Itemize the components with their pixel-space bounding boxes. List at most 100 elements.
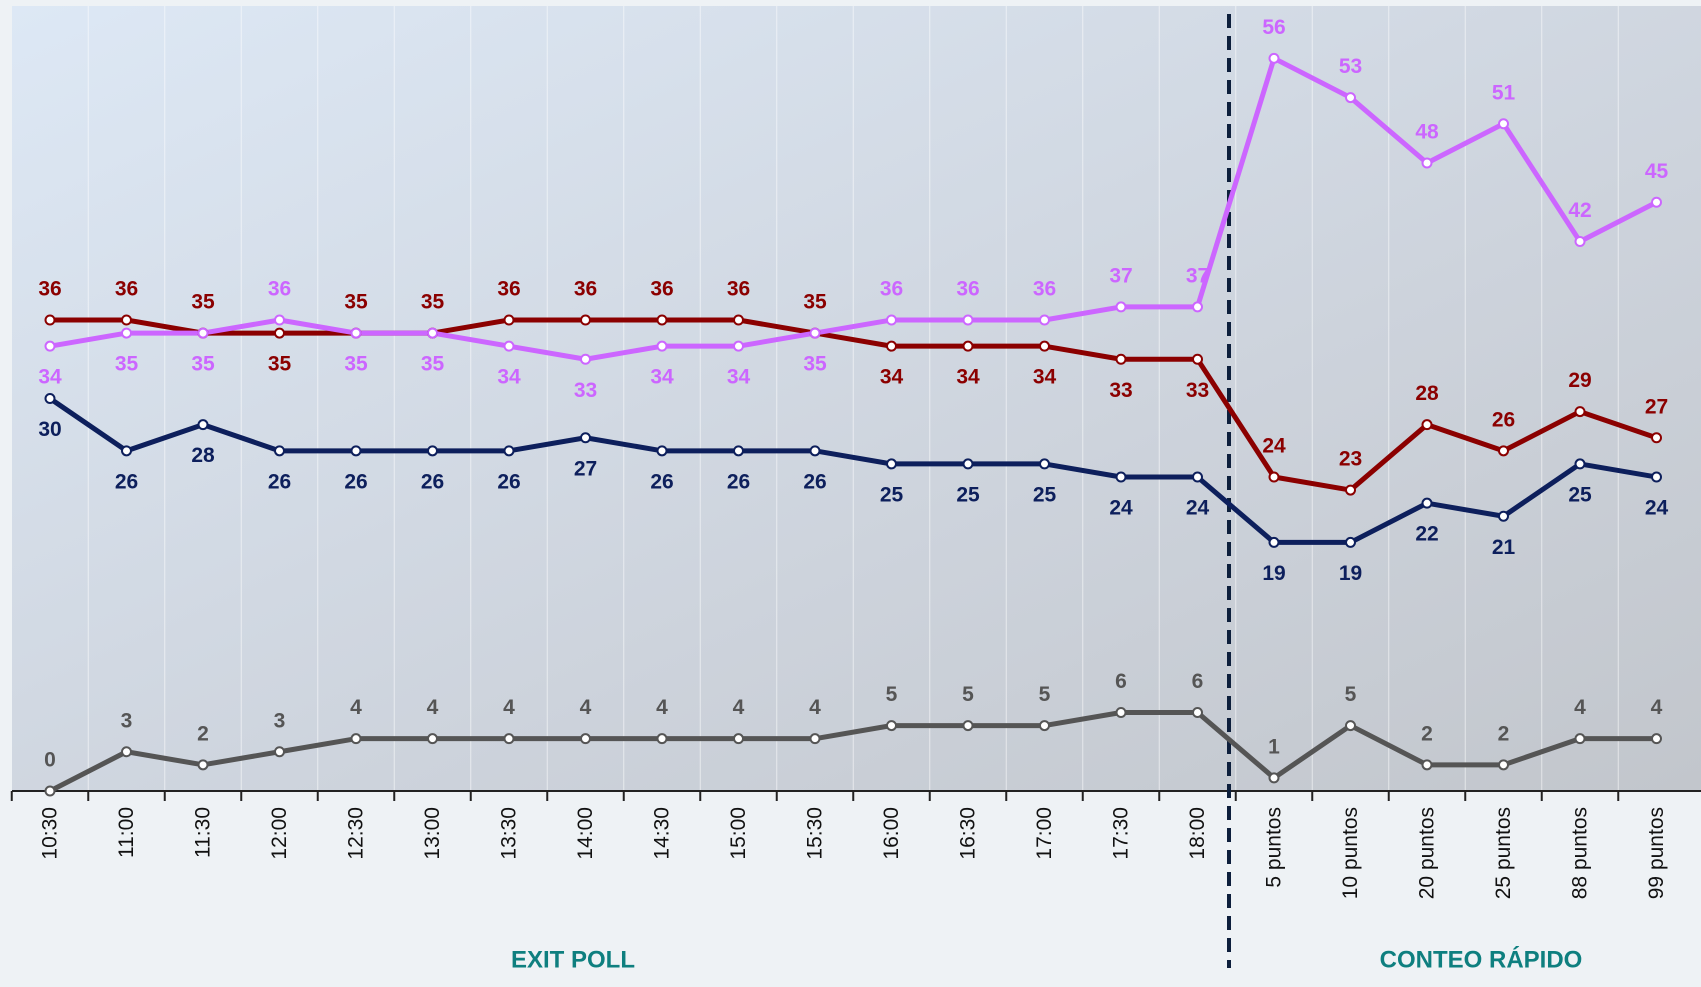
data-point (1345, 484, 1356, 496)
data-point (733, 314, 744, 326)
data-label: 24 (1645, 497, 1669, 520)
data-label: 36 (1033, 278, 1056, 301)
data-label: 36 (115, 278, 138, 301)
data-label: 34 (956, 366, 980, 389)
data-point (1115, 353, 1127, 365)
data-point (1268, 772, 1280, 784)
data-point (733, 445, 744, 457)
data-point (1498, 445, 1509, 457)
data-label: 3 (121, 709, 133, 732)
data-point (1192, 471, 1203, 483)
data-point (1651, 471, 1662, 483)
data-label: 25 (880, 483, 904, 506)
data-label: 4 (427, 696, 439, 719)
data-label: 26 (344, 470, 367, 493)
data-point (274, 445, 285, 457)
data-label: 36 (497, 278, 520, 301)
data-label: 33 (1186, 379, 1209, 402)
data-point (197, 327, 209, 339)
data-label: 26 (650, 470, 673, 493)
data-point (427, 327, 438, 339)
data-label: 26 (268, 470, 291, 493)
data-label: 33 (574, 379, 597, 402)
data-label: 2 (197, 722, 209, 745)
data-point (656, 733, 668, 745)
data-point (44, 314, 56, 326)
data-label: 4 (350, 696, 362, 719)
x-tick-label: 88 puntos (1569, 807, 1592, 899)
x-tick-label: 25 puntos (1492, 807, 1515, 899)
x-tick-label: 99 puntos (1645, 807, 1668, 899)
data-label: 24 (1109, 497, 1133, 520)
data-point (1574, 733, 1586, 745)
data-point (962, 314, 974, 326)
data-point (886, 720, 897, 732)
x-tick-label: 10 puntos (1339, 807, 1362, 899)
data-point (1421, 157, 1433, 169)
data-label: 4 (1651, 696, 1663, 719)
data-label: 36 (880, 278, 903, 301)
data-label: 42 (1568, 199, 1591, 222)
x-tick-label: 16:30 (957, 807, 980, 860)
annotation: EXIT POLL (511, 946, 635, 973)
data-point (1039, 340, 1050, 352)
data-label: 36 (574, 278, 597, 301)
data-point (1421, 419, 1433, 431)
data-label: 27 (574, 457, 597, 480)
data-label: 1 (1268, 735, 1280, 758)
data-label: 36 (727, 278, 750, 301)
data-label: 34 (727, 366, 751, 389)
data-label: 36 (38, 278, 61, 301)
data-label: 5 (1039, 683, 1051, 706)
data-label: 4 (656, 696, 668, 719)
data-point (886, 458, 897, 470)
data-point (503, 314, 515, 326)
data-label: 34 (880, 366, 904, 389)
data-point (1345, 92, 1356, 104)
series-line (48, 396, 1657, 545)
data-label: 26 (1492, 408, 1515, 431)
data-point (427, 733, 438, 745)
data-point (1115, 707, 1127, 718)
data-point (962, 458, 974, 470)
data-point (886, 314, 897, 326)
data-label: 53 (1339, 55, 1362, 78)
data-point (1115, 301, 1127, 313)
data-point (580, 733, 591, 745)
data-point (1574, 236, 1586, 247)
data-point (1192, 301, 1203, 313)
data-label: 4 (580, 696, 592, 719)
series-line (48, 710, 1657, 794)
data-point (733, 733, 744, 745)
data-point (503, 733, 515, 745)
data-point (503, 340, 515, 352)
x-tick-label: 13:30 (498, 807, 521, 860)
data-label: 25 (956, 483, 980, 506)
data-point (656, 340, 668, 352)
data-label: 24 (1186, 497, 1210, 520)
data-point (44, 785, 56, 797)
data-point (962, 340, 974, 352)
data-label: 34 (497, 366, 521, 389)
data-label: 34 (650, 366, 674, 389)
data-label: 34 (1033, 366, 1057, 389)
data-label: 19 (1262, 562, 1285, 585)
data-point (1039, 314, 1050, 326)
x-tick-label: 17:30 (1110, 807, 1133, 860)
x-tick-label: 5 puntos (1263, 807, 1286, 888)
x-tick-label: 14:00 (574, 807, 597, 860)
data-point (1268, 536, 1280, 548)
data-label: 28 (1415, 382, 1439, 405)
data-label: 26 (115, 470, 138, 493)
data-label: 26 (803, 470, 826, 493)
data-point (1268, 471, 1280, 483)
data-point (1345, 536, 1356, 548)
x-tick-label: 20 puntos (1416, 807, 1439, 899)
data-point (1421, 759, 1433, 771)
data-label: 23 (1339, 448, 1362, 471)
x-tick-label: 11:30 (192, 807, 215, 858)
data-point (1421, 497, 1433, 509)
data-label: 36 (650, 278, 673, 301)
data-label: 21 (1492, 536, 1516, 559)
data-label: 56 (1262, 16, 1285, 39)
